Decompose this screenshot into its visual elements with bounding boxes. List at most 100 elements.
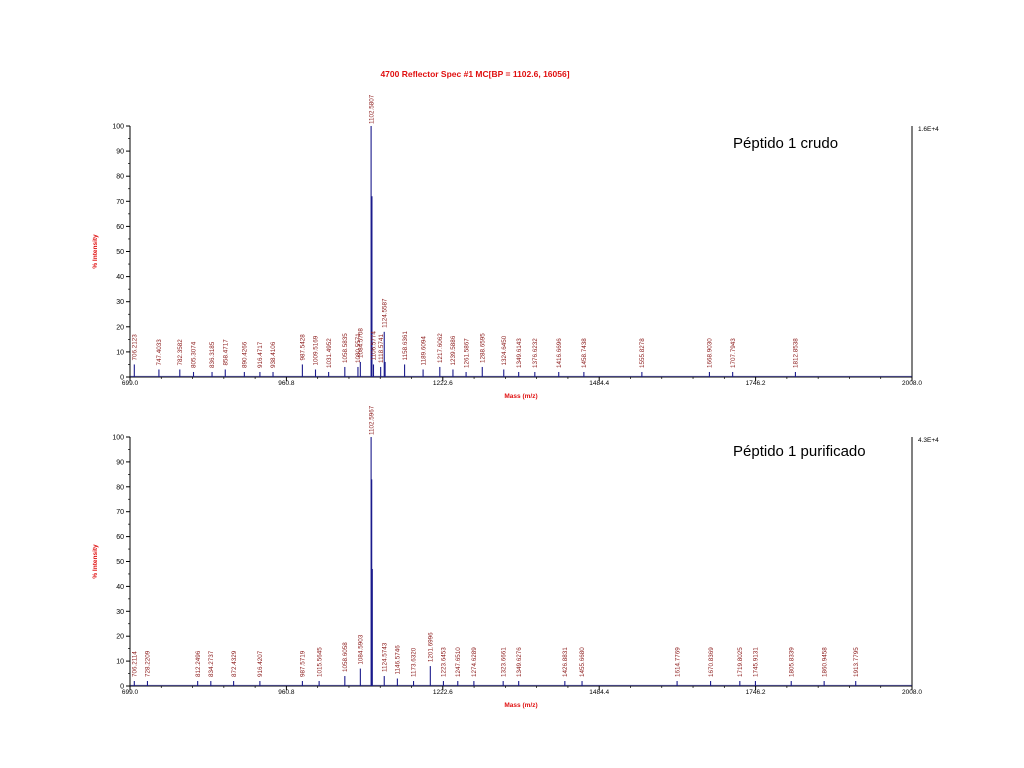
y-tick-label: 40	[116, 584, 124, 591]
spectrum-panel-purified: 0 10 20 30 40 50 60 70 80 90 100 699.0 960.8 1222.6 14…	[92, 405, 939, 709]
y-tick-label: 20	[116, 634, 124, 641]
x-tick-label: 2008.0	[902, 689, 922, 696]
peak-label: 1009.5169	[313, 335, 320, 365]
peak-label: 872.4329	[231, 650, 238, 677]
peak-label: 916.4207	[257, 650, 264, 677]
peak-label: 1124.5587	[381, 298, 388, 328]
peak-label: 1812.8538	[793, 338, 800, 368]
peak-label: 1455.6680	[579, 647, 586, 677]
peak-label: 706.2114	[132, 651, 139, 677]
y-tick-label: 90	[116, 459, 124, 466]
y-tick-label: 100	[112, 124, 124, 131]
y-tick-label: 80	[116, 484, 124, 491]
peak-label: 1031.4952	[326, 338, 333, 368]
x-tick-label: 960.8	[278, 689, 295, 696]
y-tick-label: 50	[116, 559, 124, 566]
peak-label: 1458.7438	[581, 338, 588, 368]
peak-label: 1288.6595	[479, 333, 486, 363]
y-tick-label: 40	[116, 274, 124, 281]
max-intensity-label: 4.3E+4	[918, 437, 939, 444]
x-axis-title: Mass (m/z)	[504, 393, 537, 400]
peak-label: 1058.6058	[342, 642, 349, 672]
peak-label: 812.2496	[195, 650, 202, 677]
peak-label: 1913.7795	[853, 647, 860, 677]
y-tick-label: 30	[116, 299, 124, 306]
peak-label: 1670.8369	[708, 647, 715, 677]
peak-label: 1376.6232	[532, 338, 539, 368]
y-tick-label: 80	[116, 174, 124, 181]
peak-label: 987.5428	[300, 334, 307, 361]
peak-label: 1084.5903	[358, 634, 365, 664]
peak-label: 1349.6276	[516, 647, 523, 677]
x-tick-label: 1746.2	[746, 689, 766, 696]
peak-label: 1201.6996	[428, 632, 435, 662]
x-tick-label: 699.0	[122, 380, 139, 387]
y-tick-label: 70	[116, 509, 124, 516]
peak-label: 1416.6696	[556, 338, 563, 368]
y-tick-label: 100	[112, 435, 124, 442]
peak-label: 1324.6450	[501, 335, 508, 365]
x-axis-title: Mass (m/z)	[504, 702, 537, 709]
y-tick-label: 30	[116, 609, 124, 616]
peak-label: 1261.5867	[463, 338, 470, 368]
y-tick-label: 0	[120, 684, 124, 691]
x-tick-label: 2008.0	[902, 380, 922, 387]
peak-label: 747.4033	[156, 339, 163, 366]
y-tick-label: 50	[116, 249, 124, 256]
peak-label: 1124.5743	[381, 642, 388, 672]
peak-label: 1555.8278	[639, 338, 646, 368]
peak-label: 782.3582	[177, 339, 184, 366]
peak-label: 890.4266	[242, 341, 249, 368]
x-tick-label: 1484.4	[589, 380, 609, 387]
peak-label: 834.2737	[208, 650, 215, 677]
x-tick-label: 699.0	[122, 689, 139, 696]
peak-label: 1058.5835	[342, 333, 349, 363]
x-tick-label: 960.8	[278, 380, 295, 387]
peak-label: 1668.9030	[707, 338, 714, 368]
x-tick-label: 1746.2	[746, 380, 766, 387]
peak-label: 1146.5746	[395, 645, 402, 675]
peak-label: 1707.7943	[730, 338, 737, 368]
peak-label: 1247.6510	[455, 647, 462, 677]
peak-label: 836.3185	[209, 341, 216, 368]
peak-label: 1173.6320	[411, 647, 418, 677]
y-axis-title: % Intensity	[92, 234, 99, 269]
peak-label: 916.4717	[257, 341, 264, 368]
peak-label: 1745.9131	[753, 647, 760, 677]
y-tick-label: 60	[116, 534, 124, 541]
x-tick-label: 1222.6	[433, 380, 453, 387]
peak-label: 1084.5708	[358, 328, 365, 358]
y-tick-label: 20	[116, 324, 124, 331]
y-tick-label: 90	[116, 149, 124, 156]
peak-label: 987.5719	[300, 650, 307, 677]
peak-label: 1805.8339	[788, 647, 795, 677]
peak-label: 1349.6143	[516, 338, 523, 368]
peak-label: 858.4717	[222, 339, 229, 366]
y-tick-label: 10	[116, 349, 124, 356]
peak-label: 1118.5741	[378, 334, 385, 363]
y-tick-label: 0	[120, 375, 124, 382]
peak-label: 1323.6661	[500, 647, 507, 677]
spectrum-annotation: Péptido 1 purificado	[733, 443, 866, 460]
y-tick-label: 60	[116, 224, 124, 231]
peak-label: 1158.6361	[402, 331, 409, 361]
peak-label: 1719.8025	[737, 647, 744, 677]
peak-label: 706.2123	[132, 334, 139, 361]
peak-label: 1106.5774	[371, 331, 378, 361]
x-tick-label: 1484.4	[589, 689, 609, 696]
peak-label: 1015.5645	[316, 647, 323, 677]
spectrum-panel-crude: 0 10 20 30 40 50 60 70 80 90 100 699.0 960.8 1222.6 14…	[92, 94, 939, 400]
peak-label: 1189.6094	[420, 336, 427, 366]
peak-label: 728.2209	[145, 650, 152, 677]
peak-label: 805.3074	[191, 341, 198, 368]
peak-label: 1217.6062	[437, 333, 444, 363]
spectrum-annotation: Péptido 1 crudo	[733, 135, 838, 152]
peak-label: 1102.5807	[368, 94, 375, 124]
y-axis-title: % Intensity	[92, 544, 99, 579]
peak-label: 1614.7769	[674, 647, 681, 677]
max-intensity-label: 1.6E+4	[918, 126, 939, 133]
peak-label: 1223.6453	[441, 647, 448, 677]
peak-label: 938.4106	[270, 341, 277, 368]
peak-label: 1274.6289	[471, 647, 478, 677]
